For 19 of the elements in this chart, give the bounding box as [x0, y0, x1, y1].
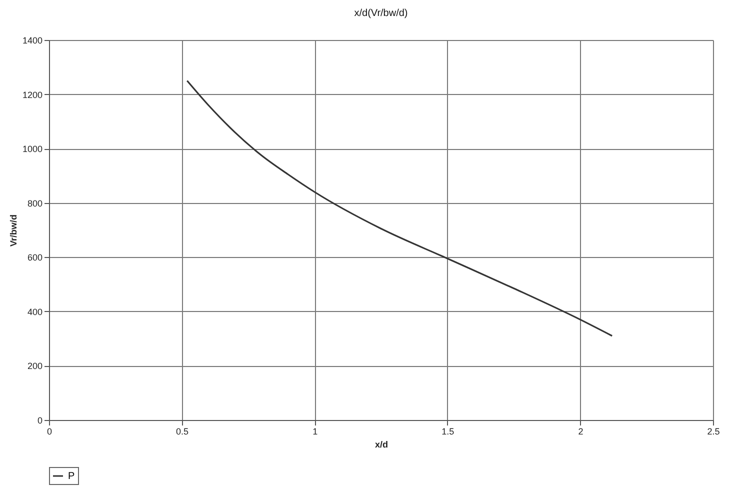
x-axis-title: x/d	[374, 440, 388, 450]
x-tick-label: 0.5	[176, 426, 189, 436]
x-tick-label: 2	[578, 426, 584, 436]
y-tick-label: 200	[27, 361, 42, 372]
chart-title: x/d(Vr/bw/d)	[354, 8, 408, 19]
legend-label: P	[68, 471, 75, 482]
y-tick-label: 1000	[22, 144, 42, 154]
y-tick-label: 1400	[22, 36, 42, 46]
x-tick-label: 1	[312, 426, 318, 436]
y-tick-label: 600	[27, 252, 42, 263]
x-tick-label: 2.5	[707, 426, 720, 436]
y-tick-label: 800	[27, 198, 42, 208]
y-tick-label: 1200	[22, 90, 42, 100]
line-series	[186, 80, 613, 337]
x-tick-label: 1.5	[442, 426, 454, 436]
y-axis-title: Vr/bw/d	[8, 214, 18, 247]
y-tick-label: 0	[37, 416, 42, 426]
y-tick-label: 400	[27, 306, 42, 317]
x-tick-label: 0	[46, 426, 52, 436]
